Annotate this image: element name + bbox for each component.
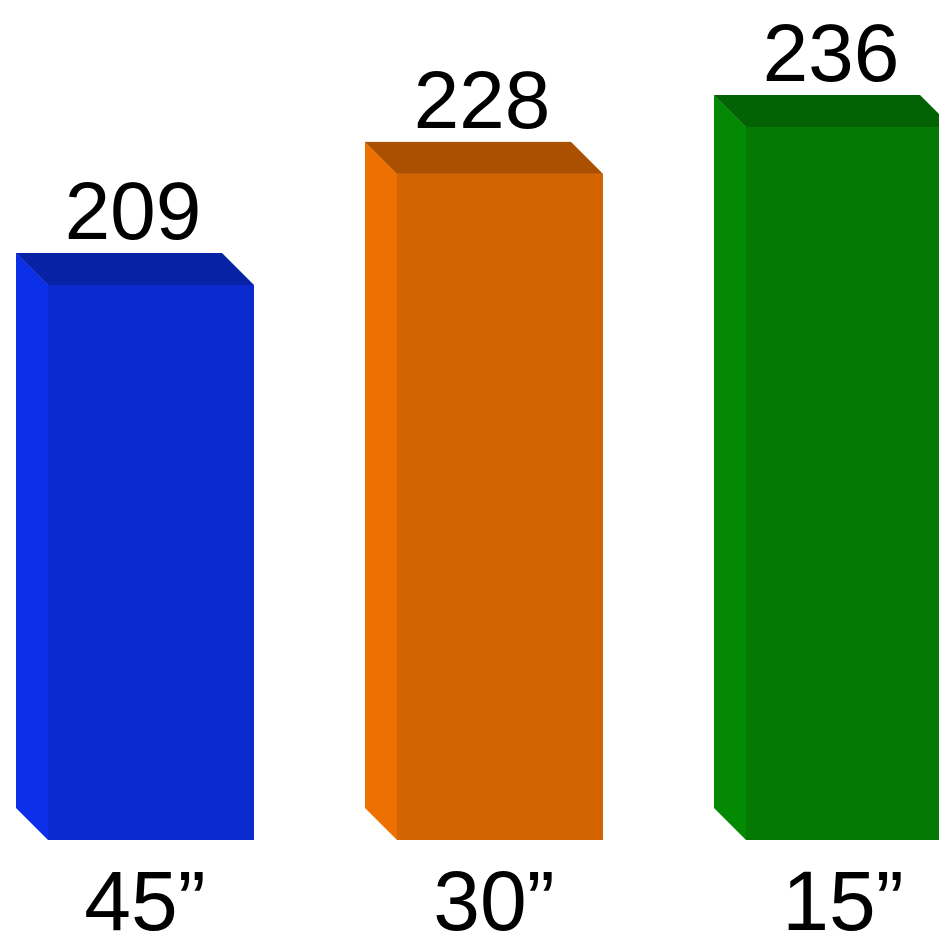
bars-group (16, 95, 939, 840)
bar-top-face (365, 141, 603, 174)
category-label: 30” (433, 854, 554, 937)
bar-top-face (16, 253, 254, 285)
value-label: 236 (763, 8, 900, 99)
bar-front-face (746, 127, 939, 840)
bar (714, 95, 939, 840)
category-label: 45” (84, 854, 205, 937)
value-labels-group: 209 228 236 (65, 8, 900, 257)
bar-side-face (16, 253, 48, 840)
bar-front-face (48, 285, 254, 840)
bar-front-face (397, 173, 603, 840)
value-label: 209 (65, 166, 202, 257)
bar-top-face (714, 95, 939, 127)
bar-side-face (714, 95, 746, 840)
bar-side-face (365, 141, 397, 840)
category-label: 15” (782, 854, 903, 937)
bar (16, 253, 254, 840)
bar (365, 141, 603, 840)
value-label: 228 (414, 55, 551, 146)
category-labels-group: 45” 30” 15” (84, 854, 903, 937)
